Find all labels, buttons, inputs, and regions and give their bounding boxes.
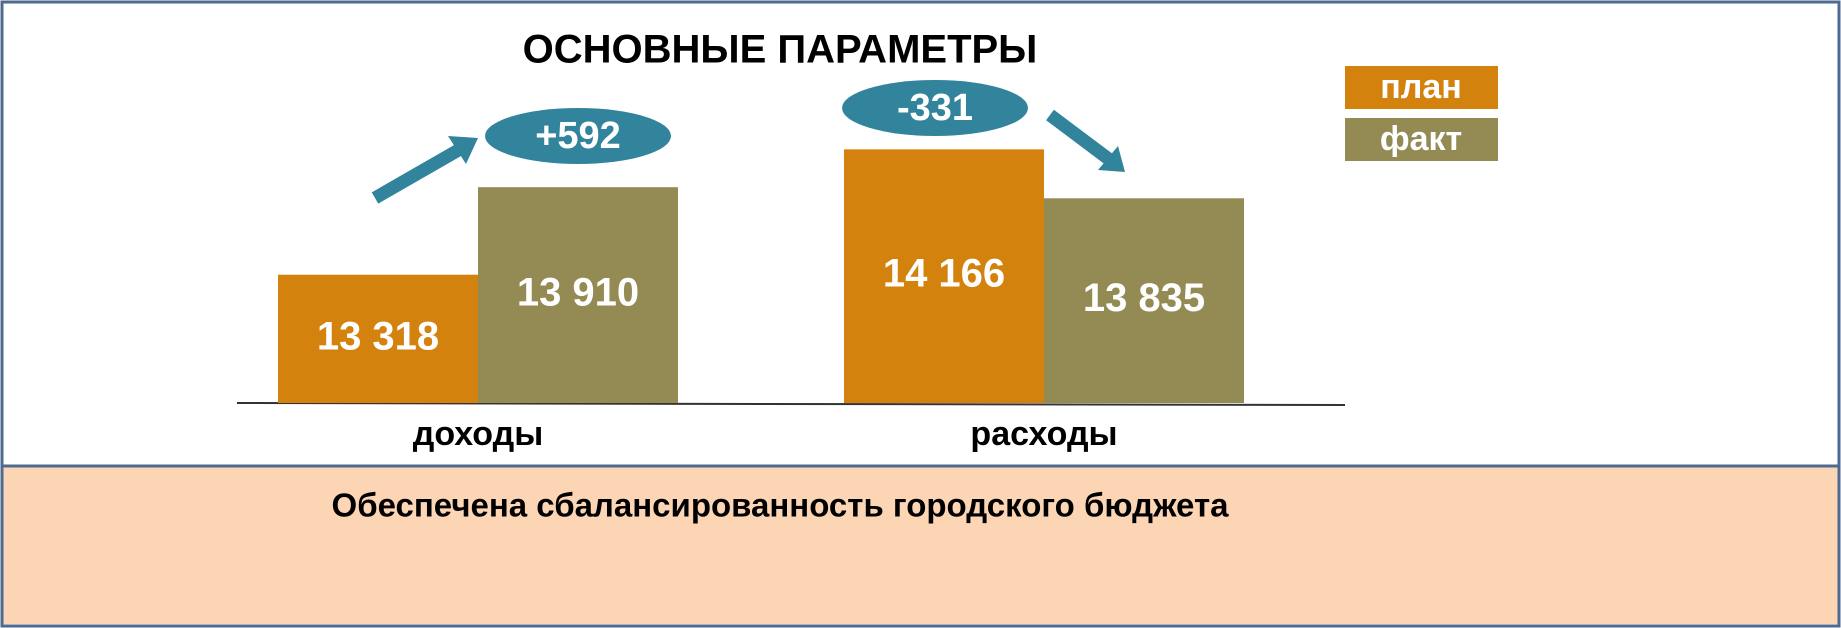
arrow (1046, 109, 1114, 166)
legend-swatch (1345, 66, 1498, 109)
legend-swatch (1345, 118, 1498, 161)
arrow (371, 142, 466, 204)
data-label: 13 318 (317, 314, 439, 358)
data-label: 13 835 (1083, 276, 1205, 320)
annotation-bubble (485, 108, 671, 164)
data-label: 14 166 (883, 252, 1005, 296)
x-tick-label: расходы (970, 415, 1117, 453)
annotation: -331 (897, 87, 973, 129)
annotation-bubble (842, 80, 1028, 136)
bar (478, 187, 678, 403)
data-label: 13 910 (517, 271, 639, 315)
bar (278, 274, 478, 403)
chart-title: ОСНОВНЫЕ ПАРАМЕТРЫ (523, 28, 1038, 72)
footer-text: Обеспечена сбалансированность городского… (332, 487, 1230, 524)
bar (1044, 198, 1244, 403)
annotation: +592 (535, 115, 621, 157)
legend-label: план (1380, 68, 1462, 106)
bar (844, 149, 1044, 403)
arrow-head (1098, 146, 1125, 172)
x-tick-label: доходы (413, 415, 544, 453)
footer-panel (3, 467, 1838, 624)
baseline (236, 402, 1346, 406)
legend-label: факт (1380, 120, 1462, 158)
arrow-head (448, 136, 478, 164)
